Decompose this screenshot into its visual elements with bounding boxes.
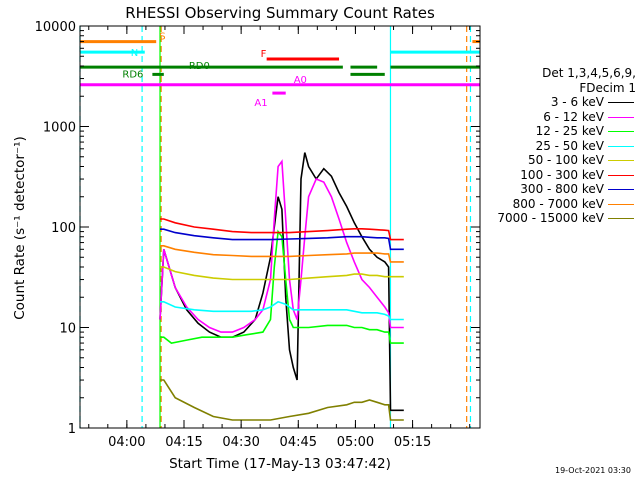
flag-label: S [159, 32, 165, 43]
flag-label: RD0 [189, 61, 210, 72]
legend-item: 50 - 100 keV [486, 153, 636, 168]
legend-item-label: 300 - 800 keV [520, 182, 604, 196]
y-tick-label: 1000 [43, 121, 76, 136]
legend-item: 25 - 50 keV [486, 139, 636, 154]
x-axis-label: Start Time (17-May-13 03:47:42) [169, 456, 391, 472]
legend-items: 3 - 6 keV 6 - 12 keV 12 - 25 keV 25 - 50 ke… [486, 95, 636, 226]
series-line [159, 159, 404, 333]
x-tick-label: 04:15 [165, 435, 202, 450]
legend-item: 300 - 800 keV [486, 182, 636, 197]
legend-item: 7000 - 15000 keV [486, 211, 636, 226]
legend-title-line-2: FDecim 1 [579, 80, 636, 95]
chart-title: RHESSI Observing Summary Count Rates [125, 4, 435, 22]
x-tick-label: 04:30 [222, 435, 259, 450]
y-axis-label: Count Rate (s⁻¹ detector⁻¹) [12, 136, 28, 320]
legend-swatch [608, 174, 634, 176]
x-tick-label: 04:00 [108, 435, 145, 450]
timestamp-footer: 19-Oct-2021 03:30 [555, 466, 631, 475]
y-tick-label: 10 [59, 322, 76, 337]
legend-item: 3 - 6 keV [486, 95, 636, 110]
legend-item-label: 100 - 300 keV [520, 167, 604, 182]
series-line [160, 266, 404, 281]
x-tick-label: 04:45 [280, 435, 317, 450]
series-line [160, 229, 404, 344]
legend-swatch [608, 189, 634, 190]
legend-item-label: 6 - 12 keV [543, 109, 604, 124]
legend-item-label: 800 - 7000 keV [512, 196, 604, 211]
series-line [160, 300, 404, 321]
legend-item-label: 12 - 25 keV [535, 124, 604, 138]
flag-label: A1 [254, 98, 267, 109]
series-line [160, 228, 404, 251]
x-tick-label: 05:00 [337, 435, 374, 450]
y-tick-label: 1 [68, 422, 76, 437]
legend-swatch [608, 131, 634, 132]
legend-swatch [608, 116, 634, 118]
plot-frame [79, 25, 481, 429]
legend-item: 6 - 12 keV [486, 110, 636, 125]
flag-label: RD6 [122, 69, 143, 80]
legend-swatch [608, 203, 634, 205]
series-line [160, 245, 404, 263]
legend-swatch [608, 102, 634, 103]
legend-swatch [608, 218, 634, 219]
legend-swatch [608, 160, 634, 161]
legend-item: 100 - 300 keV [486, 168, 636, 183]
legend-item-label: 25 - 50 keV [535, 138, 604, 153]
legend-item-label: 7000 - 15000 keV [497, 211, 604, 225]
legend-item: 800 - 7000 keV [486, 197, 636, 212]
series-line [160, 379, 404, 421]
legend-item-label: 50 - 100 keV [527, 153, 604, 167]
legend-title-line-1: Det 1,3,4,5,6,9, [542, 66, 636, 80]
series-line [160, 218, 404, 241]
legend-item-label: 3 - 6 keV [550, 95, 604, 109]
x-tick-label: 05:15 [394, 435, 431, 450]
legend: Det 1,3,4,5,6,9, FDecim 1 3 - 6 keV 6 - 1… [486, 66, 636, 226]
legend-item: 12 - 25 keV [486, 124, 636, 139]
flag-label: F [261, 49, 267, 60]
y-tick-label: 10000 [35, 20, 76, 35]
flag-label: N [131, 48, 138, 59]
flag-label: A0 [294, 75, 307, 86]
legend-swatch [608, 145, 634, 147]
series-line [159, 152, 404, 412]
y-tick-label: 100 [51, 221, 76, 236]
